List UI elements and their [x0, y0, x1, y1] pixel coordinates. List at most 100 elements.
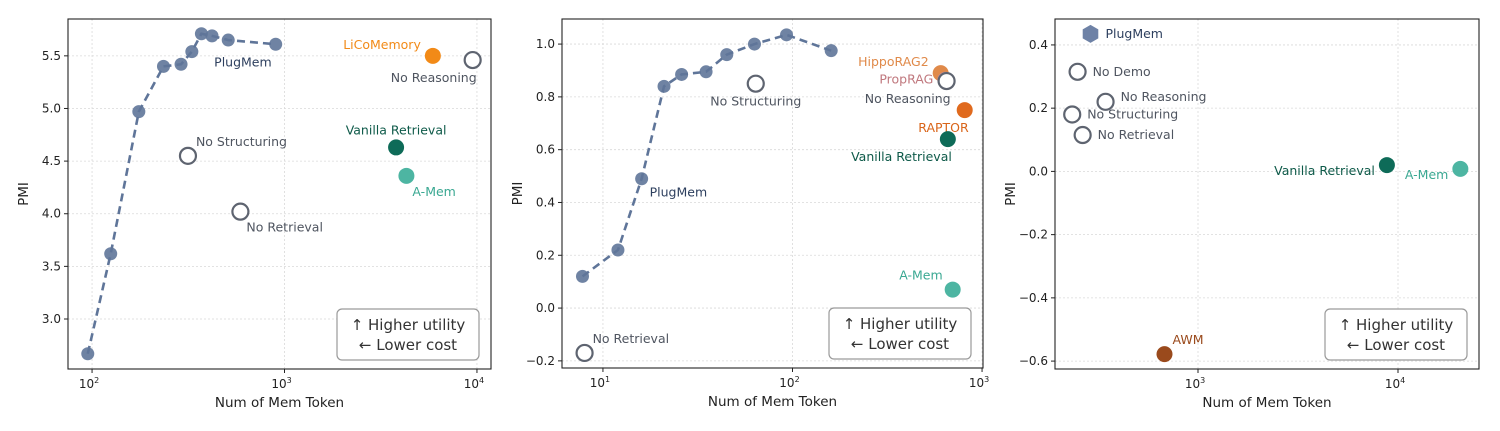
y-tick-label: −0.2	[526, 354, 555, 368]
no-structuring-label: No Structuring	[1087, 106, 1178, 121]
y-tick-label: −0.6	[1019, 354, 1048, 368]
plugmem-curve-point	[657, 79, 671, 93]
y-tick-label: 0.8	[536, 90, 555, 104]
a-mem-marker	[944, 281, 961, 298]
raptor-label: RAPTOR	[918, 120, 969, 135]
axes-frame	[1054, 18, 1480, 370]
vanilla-retrieval-label: Vanilla Retrieval	[1274, 163, 1375, 178]
no-reasoning-label: No Reasoning	[865, 91, 951, 106]
x-axis-label: Num of Mem Token	[1202, 395, 1331, 411]
annotation-frame	[1324, 308, 1468, 361]
plugmem-curve-point	[81, 347, 95, 361]
plugmem-curve-point	[194, 27, 208, 41]
plugmem-marker	[1082, 24, 1099, 43]
y-tick-label: 0.4	[1029, 38, 1048, 52]
y-tick-label: 0.0	[1029, 164, 1048, 178]
no-reasoning-label: No Reasoning	[391, 70, 477, 85]
plugmem-curve-point	[174, 57, 188, 71]
a-mem-label: A-Mem	[1405, 167, 1448, 182]
axes-frame	[67, 18, 492, 370]
plugmem-curve-point	[747, 37, 761, 51]
vanilla-retrieval-label: Vanilla Retrieval	[346, 122, 447, 137]
gridlines	[1055, 19, 1479, 369]
plugmem-curve-point	[575, 269, 589, 283]
panel-1: 102 103 104 3.0 3.5 4.0 4.5 5.0 5.5 Num of Mem To…	[16, 18, 492, 411]
x-tick-exponent: 4	[1400, 376, 1405, 385]
annotation-lower-cost: ← Lower cost	[851, 335, 949, 353]
plugmem-curve-point	[720, 48, 734, 62]
x-tick-label: 102	[79, 376, 99, 391]
annotation-lower-cost: ← Lower cost	[359, 336, 457, 354]
annotation-higher-utility: ↑ Higher utility	[1339, 316, 1454, 334]
plugmem-label: PlugMem	[214, 54, 272, 69]
no-reasoning-marker	[463, 50, 482, 70]
x-tick-exponent: 3	[287, 376, 292, 385]
vanilla-retrieval-marker	[1378, 157, 1395, 174]
no-reasoning-marker	[937, 71, 956, 91]
plugmem-curve-point	[185, 45, 199, 59]
plugmem-curve-line	[581, 33, 832, 278]
plugmem-curve-line	[86, 32, 276, 355]
no-reasoning-marker	[1096, 92, 1115, 111]
no-retrieval-marker	[231, 202, 250, 221]
plugmem-curve-point	[104, 247, 118, 261]
x-tick-exponent: 3	[984, 375, 989, 384]
y-tick-label: 0.6	[536, 143, 555, 157]
y-tick-label: 0.0	[536, 301, 555, 315]
plugmem-label: PlugMem	[650, 185, 708, 200]
no-retrieval-label: No Retrieval	[1098, 127, 1175, 142]
x-tick-label: 104	[1385, 376, 1405, 391]
no-structuring-label: No Structuring	[710, 94, 801, 109]
proprag-label: PropRAG	[879, 72, 933, 87]
vanilla-retrieval-label: Vanilla Retrieval	[851, 149, 952, 164]
y-axis-label: PMI	[1003, 182, 1019, 206]
x-tick-exponent: 4	[479, 376, 484, 385]
no-retrieval-label: No Retrieval	[593, 331, 670, 346]
annotation-box: ↑ Higher utility ← Lower cost	[336, 308, 480, 361]
vanilla-retrieval-marker	[939, 131, 956, 148]
annotation-higher-utility: ↑ Higher utility	[843, 315, 958, 333]
no-retrieval-marker	[575, 343, 594, 363]
plugmem-curve-point	[675, 67, 689, 81]
no-reasoning-label: No Reasoning	[1121, 89, 1207, 104]
plugmem-curve-point	[205, 29, 219, 43]
annotation-frame	[336, 308, 480, 361]
a-mem-label: A-Mem	[899, 268, 942, 283]
a-mem-label: A-Mem	[412, 184, 455, 199]
a-mem-marker	[398, 167, 415, 184]
no-retrieval-label: No Retrieval	[246, 220, 323, 235]
plugmem-curve-point	[635, 172, 649, 186]
y-tick-label: 4.0	[42, 207, 61, 221]
awm-label: AWM	[1173, 332, 1204, 347]
plugmem-curve-point	[780, 28, 794, 42]
no-structuring-marker	[178, 146, 198, 165]
no-demo-marker	[1068, 62, 1087, 81]
annotation-frame	[828, 307, 972, 360]
x-tick-label: 101	[590, 375, 610, 390]
panel-3: 103 104 −0.6 −0.4 −0.2 0.0 0.2 0.4 Num of Mem To…	[1003, 18, 1480, 411]
x-tick-label: 103	[1185, 376, 1205, 391]
no-structuring-marker	[746, 74, 765, 93]
x-tick-exponent: 2	[94, 376, 99, 385]
plugmem-curve-point	[269, 37, 283, 51]
x-tick-exponent: 2	[795, 375, 800, 384]
y-tick-label: 1.0	[536, 37, 555, 51]
annotation-box: ↑ Higher utility ← Lower cost	[1324, 308, 1468, 361]
licomemory-marker	[424, 47, 441, 64]
x-tick-label: 102	[779, 375, 799, 390]
y-tick-label: 0.2	[536, 248, 555, 262]
y-tick-label: 5.0	[42, 101, 61, 115]
no-structuring-label: No Structuring	[196, 134, 287, 149]
y-tick-label: −0.4	[1019, 291, 1048, 305]
x-axis-label: Num of Mem Token	[215, 395, 344, 411]
y-tick-label: −0.2	[1019, 228, 1048, 242]
hipporag2-label: HippoRAG2	[858, 54, 929, 69]
y-tick-label: 3.5	[42, 259, 61, 273]
y-tick-label: 0.2	[1029, 101, 1048, 115]
annotation-higher-utility: ↑ Higher utility	[351, 316, 466, 334]
annotation-box: ↑ Higher utility ← Lower cost	[828, 307, 972, 360]
x-tick-label: 103	[969, 375, 989, 390]
plugmem-label: PlugMem	[1105, 26, 1163, 41]
no-structuring-marker	[1063, 105, 1082, 124]
